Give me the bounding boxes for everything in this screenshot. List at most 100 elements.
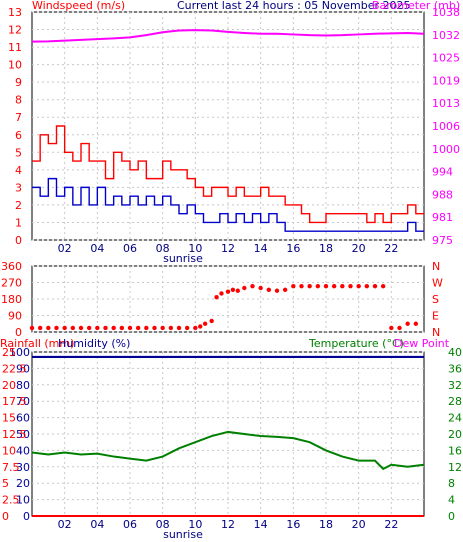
windspeed-tick-label: 1 (15, 216, 22, 229)
wind-panel-grid (32, 11, 424, 241)
x-tick-label: 14 (254, 242, 268, 255)
temp-panel-grid (32, 351, 424, 517)
direction-point (250, 283, 255, 289)
rain-tick-label: 25 (2, 346, 16, 359)
humidity-legend: Humidity (%) (58, 337, 130, 350)
humidity-tick-label: 70 (16, 395, 30, 408)
temp-panel-x-ticks: 02 04 06 08 10 12 14 16 18 20 22 (58, 518, 399, 531)
x-tick-label: 08 (156, 242, 170, 255)
wind-panel-right-ticks: 975 981 988 994 1000 1006 1013 1019 1025 1032 1038 (432, 6, 460, 247)
windspeed-tick-label: 6 (15, 129, 22, 142)
barometer-series-line (31, 29, 425, 43)
x-tick-label: 06 (123, 242, 137, 255)
compass-tick-label: E (432, 310, 439, 323)
direction-point (86, 325, 92, 331)
direction-point (209, 318, 214, 324)
direction-point (111, 325, 116, 331)
chart-title: Current last 24 hours : 05 November 2025 (177, 0, 410, 12)
humidity-tick-label: 90 (16, 362, 30, 375)
direction-panel-left-ticks: 0 90 180 270 360 (1, 260, 22, 339)
temperature-tick-label: 40 (448, 346, 462, 359)
humidity-tick-label: 80 (16, 379, 30, 392)
direction-point (242, 285, 247, 291)
barometer-tick-label: 994 (432, 166, 453, 179)
direction-point (202, 321, 208, 326)
rain-tick-label: 5 (2, 477, 9, 490)
temperature-tick-label: 0 (448, 510, 455, 523)
direction-point (307, 283, 312, 289)
x-tick-label: 20 (352, 518, 366, 531)
temperature-tick-label: 32 (448, 379, 462, 392)
direction-point (152, 325, 157, 331)
direction-point (372, 283, 378, 289)
x-tick-label: 14 (254, 518, 268, 531)
wind-panel-frame (31, 11, 425, 241)
direction-point (348, 283, 353, 289)
x-tick-label: 22 (384, 518, 398, 531)
temperature-tick-label: 20 (448, 428, 462, 441)
x-tick-label: 10 (188, 518, 202, 531)
x-tick-label: 20 (352, 242, 366, 255)
direction-point (405, 321, 410, 326)
temperature-tick-label: 24 (448, 412, 462, 425)
humidity-tick-label: 30 (16, 461, 30, 474)
barometer-tick-label: 1019 (432, 74, 460, 87)
direction-panel-points (29, 283, 419, 331)
direction-point (356, 283, 361, 289)
direction-point (258, 285, 263, 291)
windspeed-tick-label: 0 (15, 234, 22, 247)
sunrise-label-3: sunrise (163, 528, 203, 541)
rainfall-legend: Rainfall (mm) (0, 337, 74, 350)
direction-point (160, 325, 165, 331)
sunrise-label-1: sunrise (163, 252, 203, 265)
dewpoint-legend: Dew Point (394, 337, 450, 350)
barometer-tick-label: 1025 (432, 52, 460, 65)
direction-point (62, 325, 67, 331)
rain-tick-label: 22.5 (2, 362, 27, 375)
direction-point (103, 325, 108, 331)
direction-point (291, 283, 296, 289)
direction-point (198, 324, 203, 329)
windspeed-tick-label: 9 (15, 76, 22, 89)
barometer-tick-label: 981 (432, 211, 453, 224)
windspeed-tick-label: 7 (15, 111, 22, 124)
direction-point (37, 325, 43, 331)
direction-point (144, 325, 149, 331)
barometer-tick-label: 1038 (432, 6, 460, 19)
direction-point (168, 325, 174, 331)
compass-tick-label: W (432, 277, 443, 290)
x-tick-label: 18 (319, 518, 333, 531)
direction-point (176, 325, 182, 331)
x-tick-label: 12 (221, 242, 235, 255)
temperature-tick-label: 16 (448, 444, 462, 457)
direction-point (95, 325, 100, 331)
windspeed-tick-label: 4 (15, 164, 22, 177)
humidity-tick-label: 50 (16, 428, 30, 441)
windspeed-tick-label: 8 (15, 94, 22, 107)
compass-tick-label: S (432, 293, 439, 306)
direction-point (193, 325, 198, 331)
direction-point (413, 321, 419, 326)
barometer-tick-label: 1006 (432, 120, 460, 133)
temp-panel-temperature-ticks: 0 4 8 12 16 20 24 28 32 36 40 (448, 346, 462, 523)
x-tick-label: 22 (384, 242, 398, 255)
direction-point (219, 291, 224, 296)
x-tick-label: 04 (90, 242, 104, 255)
direction-point (119, 325, 125, 331)
x-tick-label: 16 (286, 518, 300, 531)
x-tick-label: 12 (221, 518, 235, 531)
barometer-tick-label: 1013 (432, 97, 460, 110)
direction-point (340, 283, 345, 289)
windspeed-axis-label: Windspeed (m/s) (32, 0, 125, 12)
temperature-tick-label: 28 (448, 395, 462, 408)
temperature-tick-label: 4 (448, 494, 455, 507)
humidity-tick-label: 0 (23, 510, 30, 523)
rain-tick-label: 2.5 (2, 494, 20, 507)
direction-tick-label: 180 (1, 293, 22, 306)
wind-panel-series (31, 29, 425, 232)
direction-tick-label: 270 (1, 277, 22, 290)
direction-point (299, 283, 304, 289)
